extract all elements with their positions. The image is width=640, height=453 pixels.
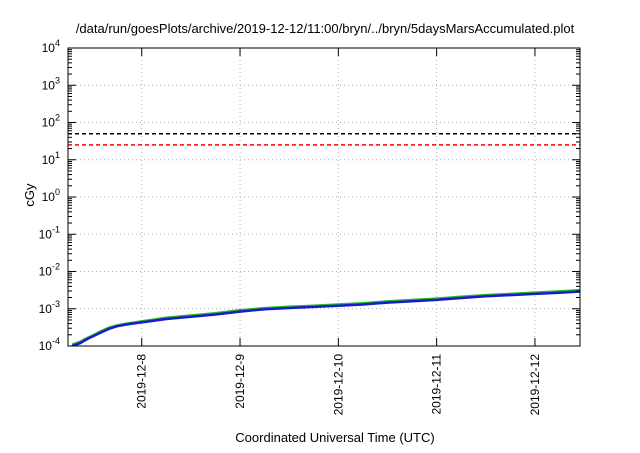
- y-tick-label: 100: [42, 187, 60, 204]
- series-line: [71, 289, 580, 346]
- x-tick-label: 2019-12-8: [135, 354, 149, 409]
- grid: [68, 48, 580, 346]
- x-tick-label: 2019-12-12: [528, 354, 542, 416]
- y-tick-label: 10-3: [39, 299, 60, 316]
- y-tick-label: 10-4: [39, 336, 60, 353]
- x-axis-label: Coordinated Universal Time (UTC): [235, 430, 434, 445]
- x-tick-label: 2019-12-11: [430, 354, 444, 415]
- y-tick-label: 103: [42, 75, 60, 92]
- y-tick-label: 10-2: [39, 262, 60, 279]
- series-lines: [71, 289, 580, 346]
- y-axis-label: cGy: [22, 183, 37, 207]
- y-tick-label: 10-1: [39, 224, 60, 241]
- y-tick-label: 101: [42, 150, 60, 167]
- series-line: [71, 290, 580, 346]
- y-tick-label: 104: [42, 38, 60, 55]
- axes: 10-4 10-3 10-2 10-1 100 101 102 103 104 2019-12-8…: [39, 38, 581, 416]
- x-tick-label: 2019-12-10: [331, 354, 345, 416]
- chart-title: /data/run/goesPlots/archive/2019-12-12/1…: [76, 21, 575, 36]
- reference-lines: [68, 132, 580, 146]
- y-tick-label: 102: [42, 113, 60, 130]
- x-tick-label: 2019-12-9: [233, 354, 247, 409]
